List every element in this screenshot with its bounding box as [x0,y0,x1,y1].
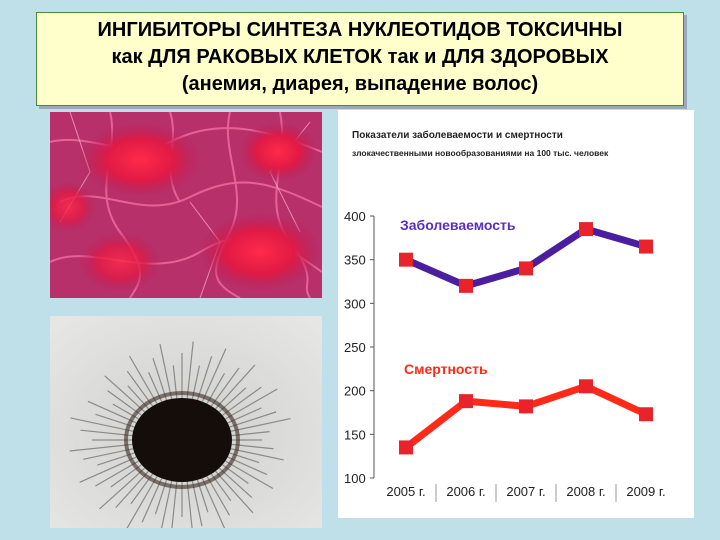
y-tick-label: 350 [344,253,366,268]
x-tick-label: 2008 г. [566,484,605,499]
data-point-mortality [399,440,413,455]
chart-title-line-2: злокачественными новообразованиями на 10… [352,148,609,158]
x-tick-label: 2006 г. [446,484,485,499]
cancer-cells-photo [50,112,322,298]
data-point-incidence [399,252,413,267]
data-point-incidence [639,239,653,254]
x-tick-label: 2009 г. [626,484,665,499]
y-tick-label: 150 [344,427,366,442]
title-line-2: как ДЛЯ РАКОВЫХ КЛЕТОК так и ДЛЯ ЗДОРОВЫ… [111,46,609,68]
y-tick-label: 400 [344,209,366,224]
legend-incidence: Заболеваемость [400,217,516,233]
y-tick-label: 100 [344,471,366,486]
y-tick-label: 250 [344,340,366,355]
data-point-incidence [519,261,533,276]
data-point-mortality [579,379,593,394]
data-point-incidence [459,278,473,293]
data-point-incidence [579,222,593,237]
data-point-mortality [639,407,653,422]
chart-title-line-1: Показатели заболеваемости и смертности [352,129,563,141]
title-line-3: (анемия, диарея, выпадение волос) [181,73,539,95]
x-tick-label: 2007 г. [506,484,545,499]
series-line-mortality [403,382,648,451]
title-box: ИНГИБИТОРЫ СИНТЕЗА НУКЛЕОТИДОВ ТОКСИЧНЫ … [36,12,684,106]
cell-colony-photo [50,316,322,528]
data-point-mortality [519,399,533,414]
data-point-mortality [459,394,473,409]
x-tick-label: 2005 г. [386,484,425,499]
y-tick-label: 200 [344,384,366,399]
y-tick-label: 300 [344,296,366,311]
line-chart: Показатели заболеваемости и смертности з… [344,129,666,502]
title-line-1: ИНГИБИТОРЫ СИНТЕЗА НУКЛЕОТИДОВ ТОКСИЧНЫ [97,19,623,41]
series-line-incidence [404,225,647,290]
chart-panel: Показатели заболеваемости и смертности з… [338,110,694,518]
legend-mortality: Смертность [404,361,488,377]
